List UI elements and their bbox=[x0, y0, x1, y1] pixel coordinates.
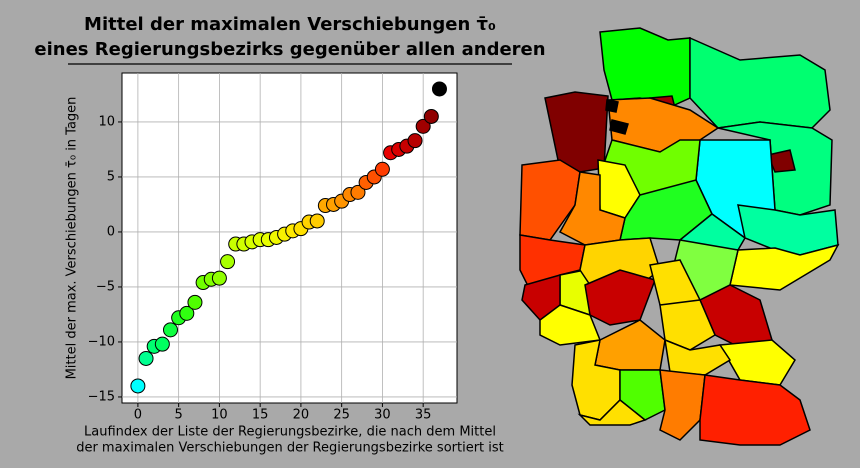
x-axis-label: Laufindex der Liste der Regierungsbezirk… bbox=[84, 425, 496, 440]
region bbox=[689, 36, 831, 129]
region bbox=[619, 369, 666, 421]
x-axis-label: der maximalen Verschiebungen der Regieru… bbox=[76, 441, 504, 456]
region bbox=[605, 99, 619, 113]
region bbox=[609, 119, 629, 135]
y-tick-label: −10 bbox=[88, 334, 115, 349]
point bbox=[179, 305, 195, 321]
y-tick-label: −5 bbox=[96, 279, 115, 294]
point bbox=[415, 118, 431, 134]
x-tick-label: 15 bbox=[252, 408, 269, 423]
y-tick-label: 0 bbox=[107, 224, 115, 239]
x-tick-label: 5 bbox=[175, 408, 183, 423]
x-tick-label: 10 bbox=[211, 408, 228, 423]
y-tick-label: −15 bbox=[88, 389, 115, 404]
point bbox=[407, 133, 423, 149]
germany-map bbox=[519, 27, 840, 446]
title-line: eines Regierungsbezirks gegenüber allen … bbox=[34, 39, 545, 60]
region bbox=[599, 27, 691, 109]
point bbox=[154, 336, 170, 352]
point bbox=[423, 108, 439, 124]
point bbox=[162, 322, 178, 338]
point bbox=[350, 184, 366, 200]
point bbox=[309, 213, 325, 229]
y-axis-label: Mittel der max. Verschiebungen τ̄₀ in Ta… bbox=[65, 97, 80, 380]
x-tick-label: 25 bbox=[333, 408, 350, 423]
region bbox=[659, 299, 716, 351]
point bbox=[138, 350, 154, 366]
y-tick-label: 5 bbox=[107, 169, 115, 184]
region bbox=[577, 398, 647, 426]
x-tick-label: 35 bbox=[415, 408, 432, 423]
title-line: Mittel der maximalen Verschiebungen τ̄₀ bbox=[84, 14, 496, 35]
point bbox=[374, 161, 390, 177]
point bbox=[211, 270, 227, 286]
point bbox=[130, 378, 146, 394]
region bbox=[718, 339, 796, 386]
y-tick-label: 10 bbox=[98, 114, 115, 129]
region bbox=[699, 374, 811, 446]
point bbox=[431, 81, 447, 97]
x-tick-label: 0 bbox=[134, 408, 142, 423]
x-tick-label: 20 bbox=[293, 408, 310, 423]
x-tick-label: 30 bbox=[374, 408, 391, 423]
region bbox=[766, 149, 796, 173]
point bbox=[220, 254, 236, 270]
point bbox=[187, 294, 203, 310]
